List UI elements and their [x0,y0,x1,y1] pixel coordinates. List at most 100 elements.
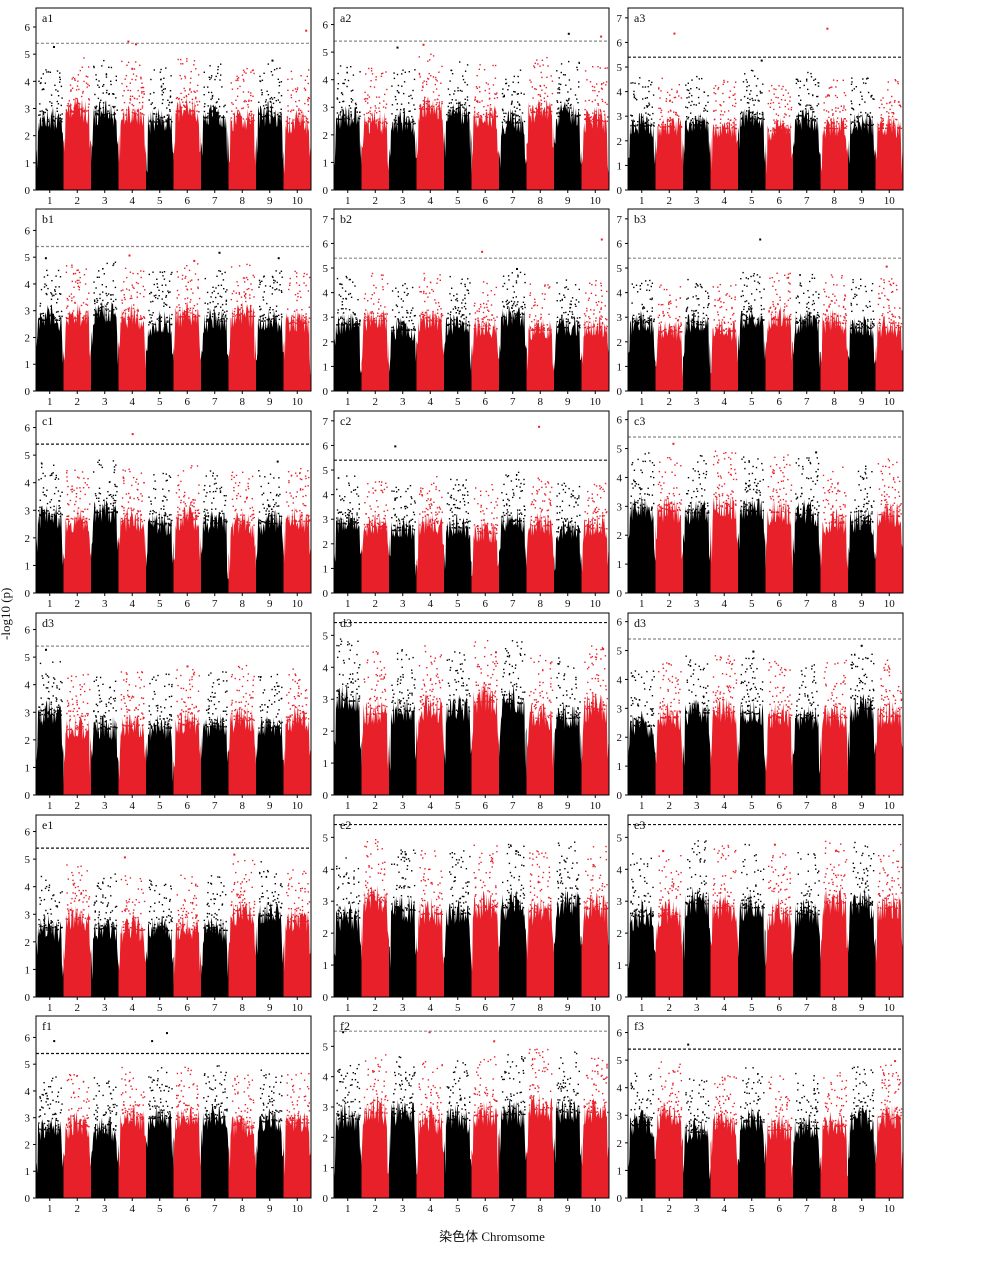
snp-point [407,116,409,118]
snp-point [511,94,513,96]
snp-point [271,106,274,109]
snp-point [478,86,481,88]
snp-point [137,517,140,519]
snp-point [264,285,267,287]
snp-point [238,313,241,316]
snp-point [106,114,108,116]
snp-point [61,491,63,493]
snp-point [517,122,519,124]
snp-point [75,97,77,100]
snp-point [452,115,454,117]
snp-point [844,118,847,120]
snp-point [645,112,647,114]
snp-point [730,297,733,299]
snp-point [478,308,480,310]
snp-point [637,323,639,325]
snp-point [339,283,341,285]
snp-point [111,496,113,498]
snp-point [400,123,402,125]
snp-point [579,114,581,116]
snp-point [148,496,150,498]
snp-point [102,512,104,514]
snp-point [371,73,374,75]
snp-point [835,110,837,112]
snp-point [102,268,104,270]
snp-point [68,316,71,318]
snp-point [347,115,349,118]
snp-point [512,113,515,115]
snp-point [578,325,580,328]
snp-point [735,127,738,130]
snp-point [160,523,162,525]
snp-point [259,283,261,285]
snp-point [379,102,381,104]
snp-point [46,109,48,111]
snp-point [371,311,373,313]
snp-point [94,107,97,109]
snp-point [189,111,191,113]
snp-point [850,288,853,291]
snp-point [726,125,729,127]
snp-point [375,96,378,98]
snp-point [678,118,680,120]
snp-point [485,82,488,84]
snp-point [121,505,123,508]
snp-point [699,283,702,286]
snp-point [373,122,375,124]
snp-point [83,57,85,59]
snp-point [641,122,643,125]
snp-point [76,317,78,319]
snp-point [717,286,719,288]
snp-point [132,307,134,310]
snp-point [882,127,884,129]
snp-point [685,106,687,108]
snp-point [428,100,430,102]
snp-point [560,110,563,112]
snp-point [858,116,861,118]
snp-point [298,99,300,102]
snp-point [54,84,56,86]
snp-point [280,81,283,83]
snp-point [410,94,412,97]
snp-point [182,63,184,65]
snp-point [218,105,221,108]
snp-point [892,112,895,114]
snp-point [678,115,680,117]
snp-point [181,278,184,280]
snp-point [278,314,280,317]
snp-point [70,90,72,92]
snp-point [250,304,252,307]
snp-point [435,302,437,304]
snp-point [307,96,310,99]
peak-point [673,32,676,35]
snp-point [99,306,102,309]
snp-point [745,314,747,316]
snp-point [558,92,561,94]
snp-point [364,320,367,322]
snp-point [482,281,485,283]
snp-point [534,304,536,306]
snp-point [464,283,466,286]
chromosome-block-3 [389,109,417,190]
snp-point [885,326,887,329]
snp-point [411,97,413,100]
snp-point [160,508,162,510]
snp-point [93,281,95,283]
snp-point [142,101,144,104]
snp-point [83,274,86,276]
snp-point [589,81,592,83]
snp-point [43,286,46,288]
snp-point [294,270,296,273]
snp-point [403,108,405,110]
snp-point [50,308,52,310]
snp-point [197,287,199,290]
snp-point [437,106,439,108]
snp-point [692,322,695,324]
snp-point [775,88,777,91]
y-tick-label: 5 [25,49,31,61]
snp-point [855,286,857,289]
snp-point [292,89,294,92]
snp-point [71,78,73,80]
snp-point [102,299,104,302]
snp-point [421,313,424,316]
